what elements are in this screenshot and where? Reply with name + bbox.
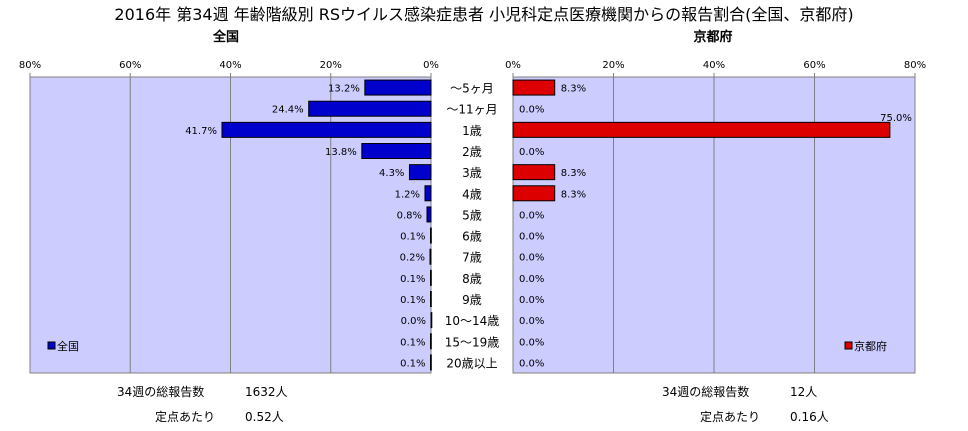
left-tick-label: 20% — [320, 60, 342, 71]
right-total-label: 34週の総報告数 — [662, 384, 749, 399]
left-tick-label: 0% — [423, 60, 439, 71]
right-tick-label: 0% — [505, 60, 521, 71]
left-tick-label: 80% — [19, 60, 41, 71]
right-per-value: 0.16人 — [790, 410, 829, 424]
left-bar-4 — [408, 164, 432, 181]
left-data-label: 4.3% — [379, 168, 404, 179]
left-bar-8 — [429, 248, 432, 265]
right-bar-2 — [512, 121, 891, 138]
right-data-label: 8.3% — [561, 84, 586, 95]
left-bar-6 — [426, 206, 432, 223]
left-bar-12 — [429, 333, 432, 350]
left-bar-9 — [429, 269, 432, 286]
left-bar-5 — [424, 185, 432, 202]
left-bar-1 — [308, 100, 432, 117]
legend-label-zenkoku: 全国 — [57, 339, 79, 353]
left-data-label: 0.1% — [400, 295, 425, 306]
left-bar-0 — [364, 79, 432, 96]
category-label: 1歳 — [462, 124, 482, 138]
left-data-label: 0.1% — [400, 358, 425, 369]
category-label: 〜5ヶ月 — [450, 82, 494, 96]
left-bar-10 — [429, 291, 432, 307]
category-label: 〜11ヶ月 — [446, 103, 497, 117]
left-bar-11 — [430, 312, 433, 329]
right-data-label: 0.0% — [519, 253, 544, 264]
left-data-label: 13.8% — [325, 147, 357, 158]
right-tick-label: 20% — [602, 60, 624, 71]
left-data-label: 0.1% — [400, 337, 425, 348]
category-label: 20歳以上 — [446, 356, 497, 370]
legend-swatch-kyoto — [844, 341, 853, 350]
right-data-label: 0.0% — [519, 232, 544, 243]
category-label: 9歳 — [462, 293, 482, 307]
legend-label-kyoto: 京都府 — [854, 339, 887, 353]
left-panel-title: 全国 — [212, 29, 239, 45]
category-label: 4歳 — [462, 187, 482, 201]
right-bar-0 — [512, 79, 556, 96]
left-total-label: 34週の総報告数 — [117, 384, 204, 399]
category-label: 6歳 — [462, 230, 482, 244]
left-total-value: 1632人 — [245, 385, 288, 399]
right-data-label: 75.0% — [880, 113, 912, 124]
left-data-label: 41.7% — [185, 126, 217, 137]
left-bar-2 — [221, 121, 432, 138]
right-data-label: 8.3% — [561, 189, 586, 200]
legend-swatch-zenkoku — [47, 341, 56, 350]
left-data-label: 1.2% — [395, 189, 420, 200]
right-data-label: 0.0% — [519, 147, 544, 158]
right-data-label: 0.0% — [519, 337, 544, 348]
category-label: 8歳 — [462, 272, 482, 286]
left-data-label: 13.2% — [328, 84, 360, 95]
left-data-label: 0.1% — [400, 232, 425, 243]
left-data-label: 0.8% — [397, 210, 422, 221]
left-data-label: 0.0% — [401, 316, 426, 327]
category-label: 2歳 — [462, 145, 482, 159]
right-per-label: 定点あたり — [700, 409, 760, 424]
right-bar-5 — [512, 185, 556, 202]
right-data-label: 0.0% — [519, 210, 544, 221]
category-label: 5歳 — [462, 208, 482, 222]
category-label: 7歳 — [462, 251, 482, 265]
left-per-value: 0.52人 — [245, 410, 284, 424]
left-tick-label: 40% — [219, 60, 241, 71]
right-panel-title: 京都府 — [693, 29, 732, 45]
left-data-label: 0.1% — [400, 274, 425, 285]
left-per-label: 定点あたり — [155, 409, 215, 424]
right-data-label: 8.3% — [561, 168, 586, 179]
right-tick-label: 60% — [803, 60, 825, 71]
left-data-label: 0.2% — [400, 253, 425, 264]
category-label: 15〜19歳 — [445, 335, 500, 349]
category-label: 10〜14歳 — [445, 314, 500, 328]
right-data-label: 0.0% — [519, 358, 544, 369]
left-bar-7 — [429, 227, 432, 244]
left-data-label: 24.4% — [272, 105, 304, 116]
right-data-label: 0.0% — [519, 316, 544, 327]
right-data-label: 0.0% — [519, 105, 544, 116]
right-tick-label: 80% — [904, 60, 926, 71]
left-bar-13 — [429, 354, 432, 371]
right-bar-4 — [512, 164, 556, 181]
right-data-label: 0.0% — [519, 295, 544, 306]
right-data-label: 0.0% — [519, 274, 544, 285]
chart-title: 2016年 第34週 年齢階級別 RSウイルス感染症患者 小児科定点医療機関から… — [114, 5, 853, 24]
left-tick-label: 60% — [119, 60, 141, 71]
left-bar-3 — [361, 143, 432, 159]
right-total-value: 12人 — [790, 385, 817, 399]
category-label: 3歳 — [462, 166, 482, 180]
right-tick-label: 40% — [703, 60, 725, 71]
